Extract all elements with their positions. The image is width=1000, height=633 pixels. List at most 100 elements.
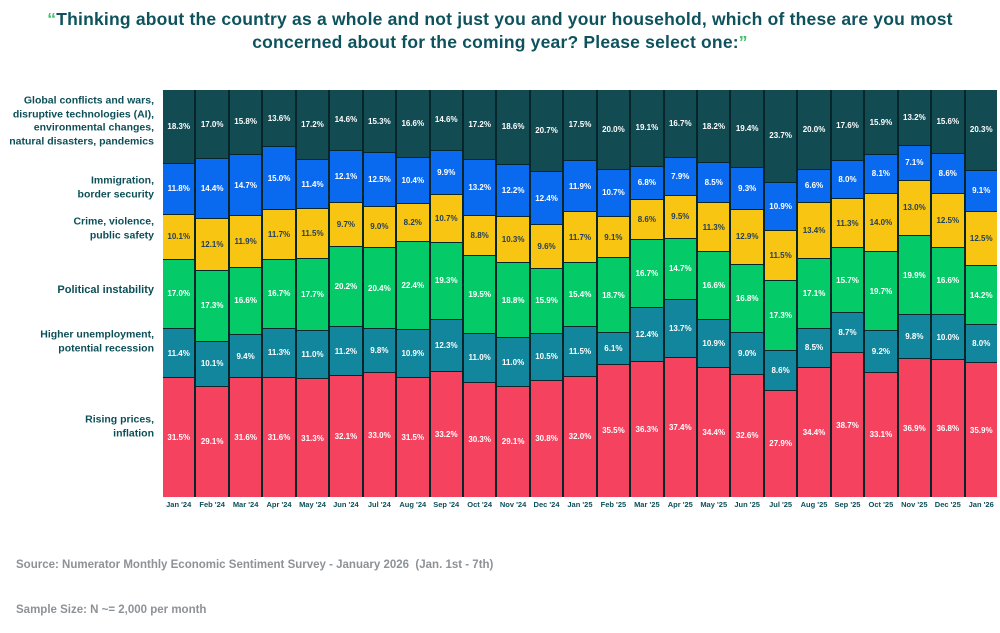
bar-segment: 10.7% [430,195,462,242]
bar-segment: 17.5% [564,90,596,160]
bar-segment: 9.8% [363,329,396,373]
x-axis-label: Apr '25 [667,500,693,509]
bar-segment: 8.8% [463,215,496,256]
row-label-global-conflicts: Global conflicts and wars, disruptive te… [9,94,154,148]
bar-column: 19.4% 9.3% 12.9% 16.8% 9.0% 32.6% [731,90,763,497]
bar-segment: 10.7% [597,169,630,216]
bar-segment: 29.1% [497,386,529,497]
bar-segment: 8.1% [865,155,897,193]
bar-segment: 8.0% [965,325,997,363]
bar-segment: 8.7% [831,313,864,353]
x-axis-label: Sep '24 [433,500,460,509]
bar-segment: 35.5% [597,364,630,498]
bar-segment: 9.9% [430,150,462,195]
bar-segment: 11.9% [229,216,262,267]
bar-segment: 11.9% [564,160,596,212]
bar-segment: 17.6% [831,90,864,161]
bar-column: 16.7% 7.9% 9.5% 14.7% 13.7% 37.4% [664,90,696,497]
bar-segment: 11.4% [296,159,329,209]
bar-segment: 19.1% [631,90,663,166]
row-label-rising-prices: Rising prices, inflation [85,413,154,439]
stacked-bar-chart: 18.3% 11.8% 10.1% 17.0% 11.4% 31.5% 17.0% 14.4%… [163,90,997,498]
bar-segment: 13.2% [463,159,496,215]
bar-segment: 15.9% [530,268,563,334]
bar-column: 15.3% 12.5% 9.0% 20.4% 9.8% 33.0% [363,90,396,497]
bar-segment: 30.8% [530,380,563,497]
x-axis-label: Aug '25 [800,500,828,509]
bar-segment: 31.6% [229,378,262,497]
bar-segment: 9.3% [731,167,763,209]
bar-segment: 13.6% [263,90,295,147]
bar-column: 20.7% 12.4% 9.6% 15.9% 10.5% 30.8% [530,90,563,497]
bar-column: 13.2% 7.1% 13.0% 19.9% 9.8% 36.9% [898,90,931,498]
bar-segment: 11.5% [764,230,797,280]
x-axis-label: Oct '25 [868,500,894,509]
bar-segment: 11.5% [564,326,596,376]
bar-segment: 27.9% [764,390,797,497]
bar-segment: 14.6% [430,90,462,150]
bar-segment: 9.7% [330,203,362,246]
bar-segment: 11.3% [263,328,295,377]
bar-segment: 32.0% [564,376,596,497]
bar-segment: 17.0% [163,259,195,328]
bar-segment: 19.7% [865,252,897,330]
bar-segment: 12.4% [530,172,563,225]
bar-segment: 20.0% [597,90,630,169]
bar-segment: 11.3% [698,203,730,252]
bar-segment: 10.4% [397,157,429,203]
row-label-immigration: Immigration, border security [77,174,154,200]
bar-segment: 6.8% [631,166,663,200]
bar-segment: 12.5% [965,212,997,265]
source-note: Source: Numerator Monthly Economic Senti… [16,558,494,571]
x-axis-label: Nov '25 [901,500,928,509]
bar-column: 23.7% 10.9% 11.5% 17.3% 8.6% 27.9% [764,90,797,497]
x-axis-label: Jan '25 [567,500,593,509]
bar-segment: 16.7% [664,90,696,158]
bar-segment: 20.7% [530,90,563,172]
bar-segment: 37.4% [664,357,696,497]
bar-segment: 31.5% [163,378,195,497]
bar-segment: 19.5% [463,256,496,334]
row-label-unemployment: Higher unemployment, potential recession [40,328,154,354]
bar-segment: 16.6% [229,267,262,335]
bar-column: 18.3% 11.8% 10.1% 17.0% 11.4% 31.5% [163,90,195,497]
bar-segment: 9.4% [229,335,262,378]
bar-segment: 33.0% [363,373,396,497]
bar-segment: 11.5% [296,209,329,259]
bar-segment: 9.5% [664,195,696,238]
bar-segment: 16.6% [698,252,730,320]
bar-segment: 19.4% [731,90,763,167]
bar-segment: 14.0% [865,193,897,252]
bar-segment: 20.3% [965,90,997,170]
x-axis-label: Apr '24 [266,500,292,509]
bar-segment: 11.2% [330,327,362,376]
bar-segment: 32.1% [330,376,362,497]
bar-segment: 16.6% [932,247,964,315]
bar-segment: 32.6% [731,374,763,497]
bar-segment: 14.7% [229,154,262,216]
bar-segment: 31.5% [397,378,429,497]
bar-column: 16.6% 10.4% 8.2% 22.4% 10.9% 31.5% [397,90,429,497]
x-axis-label: Jul '25 [769,500,793,509]
chart-title-text: Thinking about the country as a whole an… [56,9,953,52]
bar-segment: 19.9% [898,236,931,315]
bar-segment: 8.2% [397,203,429,242]
bar-segment: 18.8% [497,263,529,338]
bar-column: 19.1% 6.8% 8.6% 16.7% 12.4% 36.3% [631,90,663,497]
bar-segment: 20.2% [330,246,362,327]
x-axis-label: May '24 [299,500,326,509]
bar-segment: 10.1% [196,341,228,386]
bar-segment: 17.1% [798,259,830,328]
bar-column: 17.2% 11.4% 11.5% 17.7% 11.0% 31.3% [296,90,329,497]
bar-segment: 15.8% [229,90,262,154]
bar-segment: 16.7% [631,240,663,308]
bar-column: 20.0% 6.6% 13.4% 17.1% 8.5% 34.4% [798,90,830,497]
bar-column: 17.6% 8.0% 11.3% 15.7% 8.7% 38.7% [831,90,864,498]
bar-segment: 11.4% [163,328,195,378]
bar-segment: 20.0% [798,90,830,169]
bar-segment: 14.6% [330,90,362,150]
bar-segment: 36.8% [932,360,964,497]
bar-segment: 11.0% [463,334,496,382]
x-axis-label: Dec '25 [934,500,961,509]
x-axis-label: Jan '24 [166,500,192,509]
